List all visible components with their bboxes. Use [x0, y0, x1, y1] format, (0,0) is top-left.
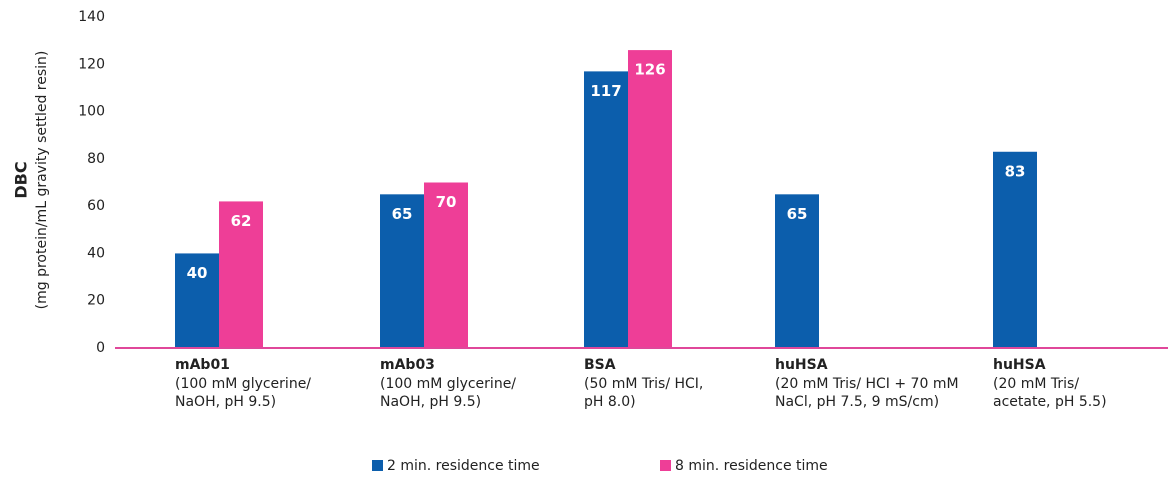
value-label: 70	[436, 193, 457, 211]
category-note: NaOH, pH 9.5)	[380, 394, 481, 410]
y-tick-label: 60	[87, 198, 105, 214]
bar	[775, 194, 819, 348]
legend-label: 8 min. residence time	[675, 458, 828, 474]
bar	[380, 194, 424, 348]
y-sublabel: (mg protein/mL gravity settled resin)	[34, 51, 50, 310]
category-note: (20 mM Tris/	[993, 376, 1079, 392]
y-tick-label: 100	[78, 104, 105, 120]
value-label: 62	[231, 212, 252, 230]
category-note: acetate, pH 5.5)	[993, 394, 1107, 410]
category-note: (50 mM Tris/ HCI,	[584, 376, 703, 392]
bar	[584, 71, 628, 348]
value-label: 65	[787, 205, 808, 223]
y-tick-label: 40	[87, 245, 105, 261]
y-tick-label: 0	[96, 340, 105, 356]
value-label: 83	[1005, 162, 1026, 180]
legend-label: 2 min. residence time	[387, 458, 540, 474]
category-label: mAb03	[380, 357, 435, 373]
bar	[424, 182, 468, 348]
y-label: DBC	[12, 161, 31, 198]
value-label: 65	[392, 205, 413, 223]
category-note: pH 8.0)	[584, 394, 636, 410]
value-label: 117	[590, 82, 621, 100]
category-label: mAb01	[175, 357, 230, 373]
category-note: (100 mM glycerine/	[175, 376, 311, 392]
y-tick-label: 140	[78, 9, 105, 25]
bar	[993, 151, 1037, 348]
legend-swatch	[660, 460, 671, 471]
category-label: huHSA	[775, 357, 828, 373]
y-tick-label: 20	[87, 293, 105, 309]
y-axis-title: DBC (mg protein/mL gravity settled resin…	[12, 51, 51, 310]
value-label: 126	[634, 61, 665, 79]
category-note: NaCl, pH 7.5, 9 mS/cm)	[775, 394, 939, 410]
category-note: NaOH, pH 9.5)	[175, 394, 276, 410]
bar	[628, 50, 672, 348]
bar	[219, 201, 263, 348]
category-label: huHSA	[993, 357, 1046, 373]
category-note: (100 mM glycerine/	[380, 376, 516, 392]
legend-swatch	[372, 460, 383, 471]
y-tick-label: 120	[78, 56, 105, 72]
bar	[175, 253, 219, 348]
value-label: 40	[187, 264, 208, 282]
y-tick-label: 80	[87, 151, 105, 167]
category-note: (20 mM Tris/ HCI + 70 mM	[775, 376, 959, 392]
category-label: BSA	[584, 357, 616, 373]
